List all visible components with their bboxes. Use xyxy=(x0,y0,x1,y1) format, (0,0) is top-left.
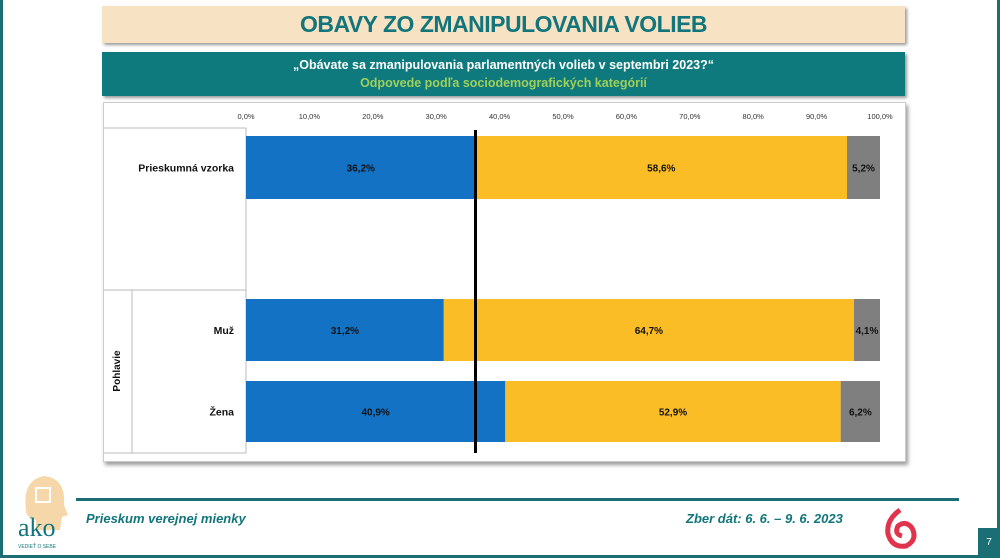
category-label: Prieskumná vzorka xyxy=(138,163,234,175)
x-tick-label: 20,0% xyxy=(362,112,384,121)
partner-logo-icon xyxy=(885,507,917,549)
bar-segment xyxy=(246,299,444,361)
chart-area: 0,0% 10,0% 20,0% 30,0% 40,0% 50,0% 60,0% 70,0% 8… xyxy=(103,102,906,462)
page-title: OBAVY ZO ZMANIPULOVANIA VOLIEB xyxy=(102,6,905,43)
x-tick-label: 50,0% xyxy=(552,112,574,121)
x-tick-label: 0,0% xyxy=(237,112,254,121)
x-tick-label: 30,0% xyxy=(426,112,448,121)
bar-segment xyxy=(847,136,880,199)
question-text: „Obávate sa zmanipulovania parlamentných… xyxy=(293,58,714,72)
ako-logo: ako VEDIEŤ O SEBE xyxy=(18,476,69,550)
x-tick-label: 70,0% xyxy=(679,112,701,121)
data-label: 40,9% xyxy=(361,408,389,419)
data-label: 64,7% xyxy=(635,326,663,337)
footer-left: Prieskum verejnej mienky xyxy=(86,511,246,526)
x-tick-label: 80,0% xyxy=(743,112,765,121)
bar-segment xyxy=(443,299,855,361)
x-tick-label: 100,0% xyxy=(867,112,893,121)
data-label: 58,6% xyxy=(647,164,675,175)
footer-divider xyxy=(76,498,959,501)
x-tick-label: 10,0% xyxy=(299,112,321,121)
bar-segment xyxy=(475,136,848,199)
footer-right: Zber dát: 6. 6. – 9. 6. 2023 xyxy=(686,511,843,526)
data-label: 36,2% xyxy=(347,164,375,175)
x-tick-label: 90,0% xyxy=(806,112,828,121)
category-label: Muž xyxy=(214,325,234,337)
x-tick-label: 40,0% xyxy=(489,112,511,121)
data-label: 6,2% xyxy=(849,408,872,419)
stacked-bar-chart: 0,0% 10,0% 20,0% 30,0% 40,0% 50,0% 60,0% 70,0% 8… xyxy=(104,112,893,454)
subtitle-text: Odpovede podľa sociodemografických kateg… xyxy=(360,76,647,90)
page-number: 7 xyxy=(978,528,1000,558)
data-label: 5,2% xyxy=(852,164,875,175)
bar-segment xyxy=(505,381,841,442)
data-label: 52,9% xyxy=(659,408,687,419)
data-label: 31,2% xyxy=(331,326,359,337)
bar-segment xyxy=(246,381,506,442)
question-banner: „Obávate sa zmanipulovania parlamentných… xyxy=(102,52,905,96)
bar-segment xyxy=(246,136,476,199)
svg-text:ako: ako xyxy=(18,513,56,542)
data-label: 4,1% xyxy=(856,326,879,337)
bar-segment xyxy=(840,381,880,442)
group-label: Pohlavie xyxy=(112,350,123,392)
category-label: Žena xyxy=(209,406,234,419)
svg-text:VEDIEŤ O SEBE: VEDIEŤ O SEBE xyxy=(18,542,57,550)
bar-segment xyxy=(854,299,880,361)
x-tick-label: 60,0% xyxy=(616,112,638,121)
